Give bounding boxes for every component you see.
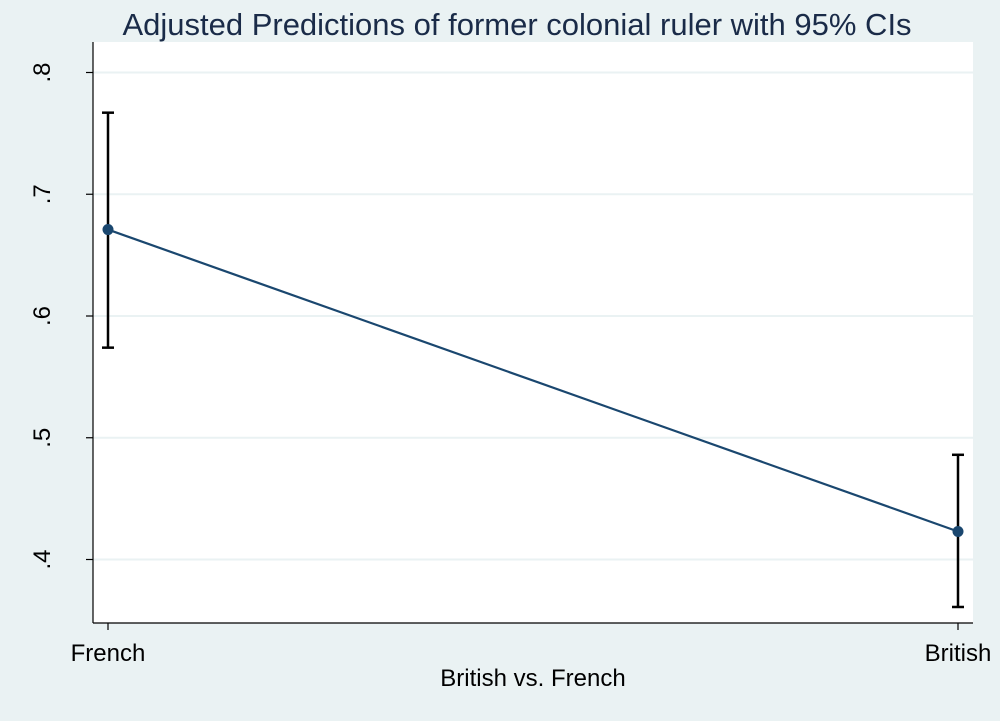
x-tick-label: British [925, 640, 992, 667]
y-tick-label: .4 [29, 549, 56, 569]
plot-area [93, 42, 973, 623]
x-axis-label: British vs. French [440, 665, 625, 692]
data-point [952, 525, 964, 537]
y-tick-label: .6 [29, 306, 56, 326]
x-axis-ticks: French British [71, 623, 992, 667]
series-line-layer [107, 228, 959, 533]
grid-lines [93, 71, 973, 561]
series-line [107, 228, 959, 533]
y-tick-label: .5 [29, 428, 56, 448]
chart-title: Adjusted Predictions of former colonial … [122, 7, 911, 42]
y-tick-label: .7 [29, 184, 56, 204]
y-tick-label: .8 [29, 62, 56, 82]
y-axis-ticks: .4 .5 .6 .7 .8 [29, 62, 93, 570]
data-point [102, 224, 114, 236]
data-points [102, 224, 964, 537]
x-tick-label: French [71, 640, 146, 667]
